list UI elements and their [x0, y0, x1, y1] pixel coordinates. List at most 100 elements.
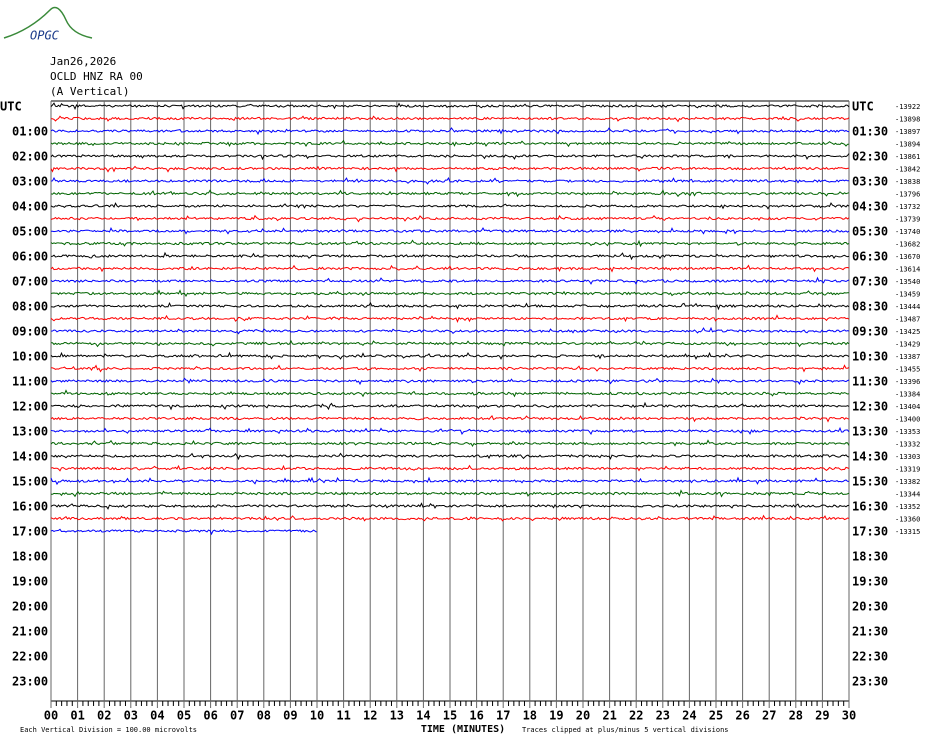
offset-label: -13670: [895, 253, 920, 261]
left-time: 02:00: [12, 150, 48, 164]
offset-label: -13404: [895, 403, 920, 411]
trace: [50, 377, 850, 386]
offset-label: -13614: [895, 266, 920, 274]
x-label: TIME (MINUTES): [421, 724, 505, 735]
offset-label: -13682: [895, 241, 920, 249]
x-tick-label: 17: [496, 709, 510, 723]
left-time: 13:00: [12, 425, 48, 439]
trace: [50, 351, 850, 360]
left-time: 22:00: [12, 650, 48, 664]
trace: [50, 439, 850, 447]
trace: [50, 314, 850, 323]
x-tick-label: 26: [735, 709, 749, 723]
x-tick-label: 07: [230, 709, 244, 723]
x-tick-label: 19: [549, 709, 563, 723]
offset-label: -13332: [895, 441, 920, 449]
offset-label: -13360: [895, 516, 920, 524]
x-tick-label: 03: [124, 709, 138, 723]
right-time: 19:30: [852, 575, 888, 589]
left-time: 14:00: [12, 450, 48, 464]
right-time: UTC: [852, 100, 874, 114]
offset-label: -13540: [895, 278, 920, 286]
x-tick-label: 18: [523, 709, 537, 723]
trace: [50, 127, 850, 136]
offset-label: -13319: [895, 466, 920, 474]
right-time: 16:30: [852, 500, 888, 514]
trace: [50, 165, 850, 173]
offset-label: -13384: [895, 391, 920, 399]
offset-label: -13425: [895, 328, 920, 336]
trace: [50, 426, 850, 436]
offset-label: -13455: [895, 366, 920, 374]
trace: [50, 276, 850, 285]
right-time: 13:30: [852, 425, 888, 439]
trace: [51, 115, 850, 123]
trace: [50, 251, 850, 261]
left-time: 10:00: [12, 350, 48, 364]
x-tick-label: 20: [576, 709, 590, 723]
x-tick-label: 13: [390, 709, 404, 723]
left-time: UTC: [0, 100, 22, 114]
component: (A Vertical): [50, 85, 129, 98]
trace: [50, 239, 850, 248]
logo-curve: [3, 6, 93, 39]
trace: [50, 326, 850, 335]
x-tick-label: 25: [709, 709, 723, 723]
offset-label: -13353: [895, 428, 920, 436]
left-time: 15:00: [12, 475, 48, 489]
x-tick-label: 11: [336, 709, 350, 723]
right-time: 01:30: [852, 125, 888, 139]
left-time: 19:00: [12, 575, 48, 589]
offset-label: -13842: [895, 166, 920, 174]
offset-label: -13429: [895, 341, 920, 349]
right-time: 18:30: [852, 550, 888, 564]
right-time: 08:30: [852, 300, 888, 314]
logo-text: OPGC: [30, 29, 60, 43]
x-tick-label: 12: [363, 709, 377, 723]
trace: [50, 528, 317, 536]
left-time: 20:00: [12, 600, 48, 614]
left-time: 01:00: [12, 125, 48, 139]
x-tick-label: 04: [150, 709, 164, 723]
right-time: 07:30: [852, 275, 888, 289]
right-time: 06:30: [852, 250, 888, 264]
right-time: 11:30: [852, 375, 888, 389]
right-time: 09:30: [852, 325, 888, 339]
trace: [50, 364, 850, 373]
trace: [50, 489, 850, 498]
trace: [50, 401, 850, 411]
left-time: 06:00: [12, 250, 48, 264]
right-time: 02:30: [852, 150, 888, 164]
left-time: 08:00: [12, 300, 48, 314]
left-time: 09:00: [12, 325, 48, 339]
trace: [51, 227, 850, 235]
x-tick-label: 15: [443, 709, 457, 723]
x-tick-label: 29: [815, 709, 829, 723]
left-time: 21:00: [12, 625, 48, 639]
trace: [50, 202, 850, 210]
date: Jan26,2026: [50, 55, 116, 68]
offset-label: -13861: [895, 153, 920, 161]
trace: [50, 476, 850, 486]
offset-label: -13897: [895, 128, 920, 136]
left-time: 07:00: [12, 275, 48, 289]
x-tick-label: 10: [310, 709, 324, 723]
offset-label: -13444: [895, 303, 920, 311]
footer-right: Traces clipped at plus/minus 5 vertical …: [522, 726, 729, 734]
x-tick-label: 08: [257, 709, 271, 723]
right-time: 21:30: [852, 625, 888, 639]
x-tick-label: 06: [203, 709, 217, 723]
offset-label: -13382: [895, 478, 920, 486]
trace: [51, 339, 850, 348]
left-time: 23:00: [12, 675, 48, 689]
trace: [50, 502, 850, 510]
x-tick-label: 28: [789, 709, 803, 723]
offset-label: -13796: [895, 191, 920, 199]
trace: [50, 452, 850, 461]
x-tick-label: 05: [177, 709, 191, 723]
x-tick-label: 09: [283, 709, 297, 723]
offset-label: -13352: [895, 503, 920, 511]
station: OCLD HNZ RA 00: [50, 70, 143, 83]
x-tick-label: 14: [416, 709, 430, 723]
left-time: 03:00: [12, 175, 48, 189]
